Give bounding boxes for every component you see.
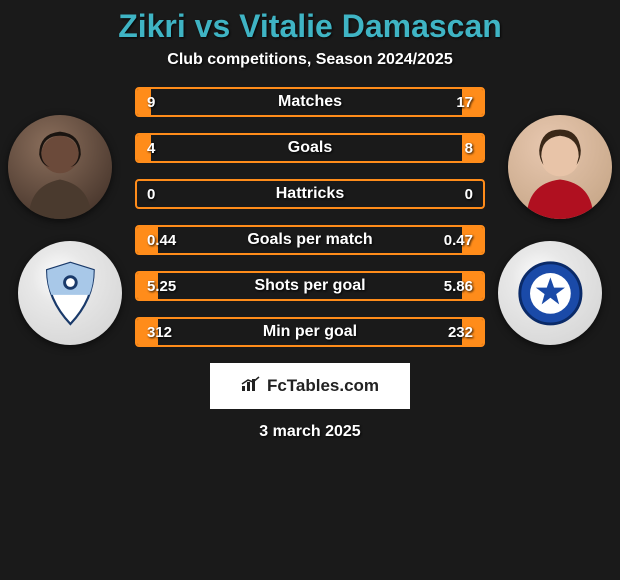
stat-right-value: 0.47 bbox=[444, 232, 473, 249]
branding-box: FcTables.com bbox=[210, 363, 410, 409]
stat-right-value: 0 bbox=[465, 186, 473, 203]
stat-row: 9 Matches 17 bbox=[135, 87, 485, 117]
shield-icon bbox=[34, 257, 107, 330]
comparison-area: 9 Matches 17 4 Goals 8 0 Hattricks 0 0.4… bbox=[0, 87, 620, 441]
stat-row: 5.25 Shots per goal 5.86 bbox=[135, 271, 485, 301]
club-right-badge bbox=[498, 241, 602, 345]
stat-right-value: 232 bbox=[448, 324, 473, 341]
stat-label: Goals bbox=[137, 139, 483, 157]
stat-right-value: 8 bbox=[465, 140, 473, 157]
person-icon bbox=[8, 115, 112, 219]
stat-label: Shots per goal bbox=[137, 277, 483, 295]
stat-label: Hattricks bbox=[137, 185, 483, 203]
stat-row: 0 Hattricks 0 bbox=[135, 179, 485, 209]
stat-right-value: 17 bbox=[456, 94, 473, 111]
shield-icon bbox=[514, 257, 587, 330]
player-right-avatar bbox=[508, 115, 612, 219]
stat-label: Min per goal bbox=[137, 323, 483, 341]
stat-right-value: 5.86 bbox=[444, 278, 473, 295]
stat-label: Matches bbox=[137, 93, 483, 111]
page-title: Zikri vs Vitalie Damascan bbox=[0, 0, 620, 51]
date-text: 3 march 2025 bbox=[0, 423, 620, 441]
page-subtitle: Club competitions, Season 2024/2025 bbox=[0, 51, 620, 87]
person-icon bbox=[508, 115, 612, 219]
stat-row: 0.44 Goals per match 0.47 bbox=[135, 225, 485, 255]
branding-text: FcTables.com bbox=[267, 376, 379, 396]
stat-row: 4 Goals 8 bbox=[135, 133, 485, 163]
player-left-avatar bbox=[8, 115, 112, 219]
stat-row: 312 Min per goal 232 bbox=[135, 317, 485, 347]
chart-icon bbox=[241, 376, 261, 397]
stat-label: Goals per match bbox=[137, 231, 483, 249]
club-left-badge bbox=[18, 241, 122, 345]
stats-bars: 9 Matches 17 4 Goals 8 0 Hattricks 0 0.4… bbox=[135, 87, 485, 347]
